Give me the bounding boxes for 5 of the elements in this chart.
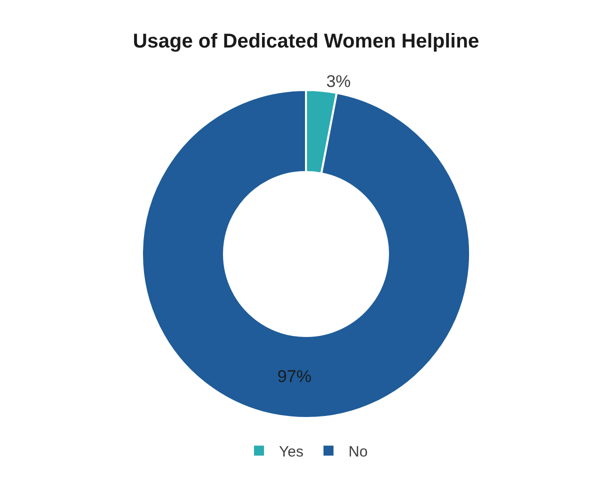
legend-label: No xyxy=(348,444,368,460)
legend-label: Yes xyxy=(279,444,304,460)
data-label: 3% xyxy=(326,72,351,91)
data-label: 97% xyxy=(277,366,312,386)
chart-title: Usage of Dedicated Women Helpline xyxy=(132,30,480,53)
